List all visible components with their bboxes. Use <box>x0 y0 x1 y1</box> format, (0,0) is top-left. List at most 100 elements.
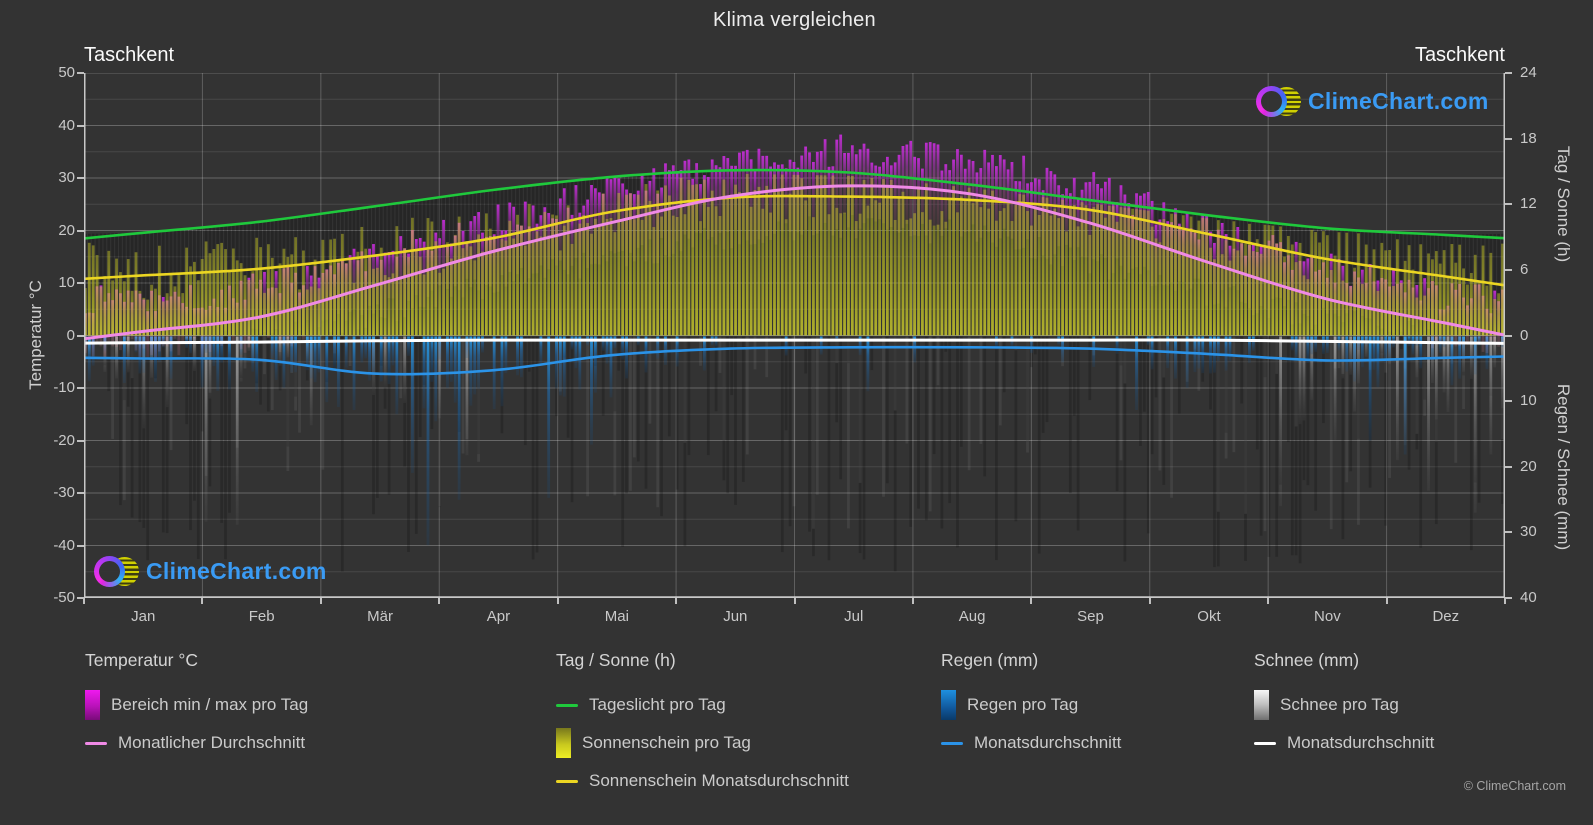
legend-heading-rain: Regen (mm) <box>941 650 1039 670</box>
axis-spines <box>84 73 1505 598</box>
legend-item-temp-range: Bereich min / max pro Tag <box>85 686 308 724</box>
right-tick-mark <box>1505 400 1512 403</box>
rain-swatch-icon <box>941 690 956 720</box>
left-axis-tick--10: -10 <box>53 379 75 396</box>
right-axis-mm-tick-40: 40 <box>1520 589 1537 606</box>
left-tick-mark <box>77 177 84 179</box>
right-axis-mm-tick-30: 30 <box>1520 523 1537 541</box>
right-tick-mark <box>1505 334 1512 337</box>
rain-avg-line <box>84 345 1505 376</box>
chart-title: Klima vergleichen <box>713 9 876 31</box>
sunshine-avg-line <box>84 194 1505 287</box>
left-axis-tick-10: 10 <box>58 274 75 291</box>
month-tick-mark <box>675 598 678 604</box>
station-name-left: Taschkent <box>84 44 175 66</box>
month-tick-mark <box>1030 598 1033 604</box>
month-label-Jun: Jun <box>723 608 748 625</box>
legend-label: Sonnenschein pro Tag <box>582 733 751 752</box>
right-axis-hours-tick-12: 12 <box>1520 195 1537 213</box>
month-tick-mark <box>1504 598 1506 604</box>
month-tick-mark <box>83 598 85 604</box>
right-axis-hours-tick-24: 24 <box>1520 64 1537 81</box>
month-tick-mark <box>911 598 914 604</box>
legend-item-sunshine-daily: Sonnenschein pro Tag <box>556 724 849 762</box>
legend-item-daylight: Tageslicht pro Tag <box>556 686 849 724</box>
watermark-text: ClimeChart.com <box>1308 88 1489 114</box>
watermark-bottom-left: ClimeChart.com <box>94 556 327 587</box>
month-label-Apr: Apr <box>486 608 511 625</box>
left-axis-tick-30: 30 <box>58 169 75 186</box>
month-tick-mark <box>201 598 204 604</box>
month-label-Feb: Feb <box>248 608 275 625</box>
legend-label: Bereich min / max pro Tag <box>111 695 309 714</box>
temp-avg-line-icon <box>85 741 107 745</box>
station-name-right: Taschkent <box>1414 44 1505 66</box>
left-axis-tick-0: 0 <box>66 326 75 344</box>
right-axis-mm-tick-10: 10 <box>1520 392 1537 410</box>
climate-plot <box>84 73 1505 598</box>
legend-item-rain-daily: Regen pro Tag <box>941 686 1121 724</box>
right-axis-mm-tick-20: 20 <box>1520 457 1537 475</box>
temp-avg-line <box>84 184 1505 341</box>
left-axis-tick-40: 40 <box>58 116 75 134</box>
month-label-Jan: Jan <box>131 608 156 625</box>
left-tick-mark <box>77 492 84 494</box>
right-tick-mark <box>1505 72 1512 74</box>
left-tick-mark <box>77 334 84 337</box>
legend-group-snow: Schnee (mm) Schnee pro Tag Monatsdurchsc… <box>1254 650 1434 762</box>
right-tick-mark <box>1505 137 1512 140</box>
right-axis-title-rain-snow: Regen / Schnee (mm) <box>1554 383 1573 551</box>
climechart-ring-icon <box>1256 86 1287 117</box>
left-tick-mark <box>77 282 84 284</box>
right-tick-mark <box>1505 597 1512 599</box>
legend-item-temp-monthly-avg: Monatlicher Durchschnitt <box>85 724 308 762</box>
right-tick-mark <box>1505 465 1512 468</box>
legend-heading-snow: Schnee (mm) <box>1254 650 1360 670</box>
left-tick-mark <box>77 597 84 599</box>
snow-avg-line <box>84 338 1505 345</box>
daylight-line <box>84 168 1505 240</box>
legend-group-rain: Regen (mm) Regen pro Tag Monatsdurchschn… <box>941 650 1121 762</box>
month-tick-mark <box>556 598 559 604</box>
left-axis-tick-50: 50 <box>58 64 75 81</box>
month-tick-mark <box>1148 598 1151 604</box>
sunshine-swatch-icon <box>556 728 571 758</box>
left-axis-tick-20: 20 <box>58 221 75 239</box>
right-tick-mark <box>1505 531 1512 534</box>
legend-heading-day-sun: Tag / Sonne (h) <box>556 650 676 670</box>
legend-label: Monatsdurchschnitt <box>974 733 1122 752</box>
month-tick-mark <box>1267 598 1270 604</box>
month-label-Jul: Jul <box>844 608 864 625</box>
right-axis-hours-tick-6: 6 <box>1520 260 1529 278</box>
month-label-Dez: Dez <box>1432 608 1460 625</box>
left-tick-mark <box>77 124 84 127</box>
right-axis-hours-tick-0: 0 <box>1520 326 1529 344</box>
snow-swatch-icon <box>1254 690 1269 720</box>
legend-label: Tageslicht pro Tag <box>589 695 726 714</box>
month-tick-mark <box>438 598 441 604</box>
left-tick-mark <box>77 544 84 547</box>
copyright-text: © ClimeChart.com <box>1463 779 1566 793</box>
texture-bars <box>103 336 1504 572</box>
watermark-top-right: ClimeChart.com <box>1256 86 1489 117</box>
daylight-line-icon <box>556 703 578 707</box>
rain-avg-line-icon <box>941 741 963 745</box>
month-label-Aug: Aug <box>958 608 986 625</box>
right-axis-hours-tick-18: 18 <box>1520 129 1537 147</box>
left-axis-tick--30: -30 <box>53 484 75 501</box>
sunshine-avg-line-icon <box>556 779 578 783</box>
legend-item-rain-monthly-avg: Monatsdurchschnitt <box>941 724 1121 762</box>
legend-label: Monatsdurchschnitt <box>1287 733 1435 752</box>
legend-group-day-sun: Tag / Sonne (h) Tageslicht pro Tag Sonne… <box>556 650 849 800</box>
left-axis-title: Temperatur °C <box>26 280 45 390</box>
legend-group-temperature: Temperatur °C Bereich min / max pro Tag … <box>85 650 308 762</box>
temp-range-swatch-icon <box>85 690 100 720</box>
legend-label: Sonnenschein Monatsdurchschnitt <box>589 771 849 790</box>
left-tick-mark <box>77 72 84 74</box>
left-axis-tick--40: -40 <box>53 536 75 554</box>
legend-item-snow-monthly-avg: Monatsdurchschnitt <box>1254 724 1434 762</box>
month-label-Nov: Nov <box>1314 608 1341 625</box>
legend-label: Monatlicher Durchschnitt <box>118 733 306 752</box>
legend-label: Regen pro Tag <box>967 695 1079 714</box>
